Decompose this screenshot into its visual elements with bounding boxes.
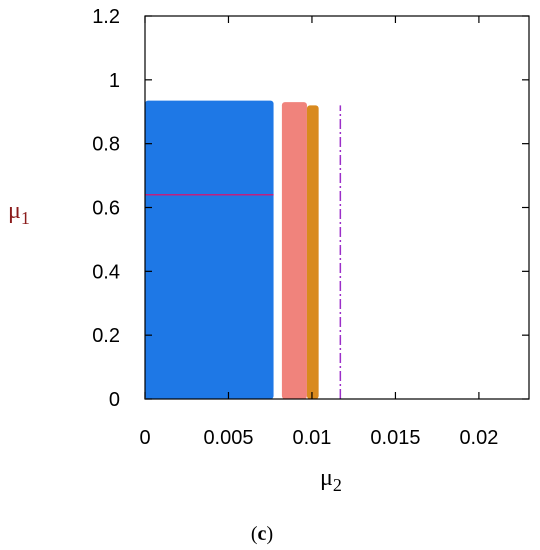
y-tick-label-0: 0	[109, 389, 120, 411]
y-tick-label-1: 0.2	[92, 325, 120, 347]
tick-labels-layer: 0 0.005 0.01 0.015 0.02 0 0.2 0.4 0.6 0.8 1 1.2	[92, 6, 498, 449]
ticks-layer	[144, 15, 529, 400]
x-tick-label-2: 0.01	[292, 427, 331, 449]
region-2	[306, 105, 319, 399]
region-0	[145, 100, 274, 400]
y-axis-label: μ1	[8, 198, 30, 228]
x-axis-label: μ2	[320, 465, 342, 495]
panel-caption: (c)	[251, 523, 273, 545]
y-tick-label-5: 1	[109, 70, 120, 92]
x-tick-label-4: 0.02	[459, 427, 498, 449]
x-tick-label-3: 0.015	[370, 427, 420, 449]
y-tick-label-2: 0.4	[92, 261, 120, 283]
x-tick-label-0: 0	[139, 427, 150, 449]
y-tick-label-6: 1.2	[92, 6, 120, 28]
regions-layer	[145, 100, 319, 400]
y-tick-label-3: 0.6	[92, 198, 120, 220]
region-1	[281, 102, 307, 400]
y-tick-label-4: 0.8	[92, 134, 120, 156]
x-tick-label-1: 0.005	[203, 427, 253, 449]
lines-layer	[145, 105, 342, 399]
